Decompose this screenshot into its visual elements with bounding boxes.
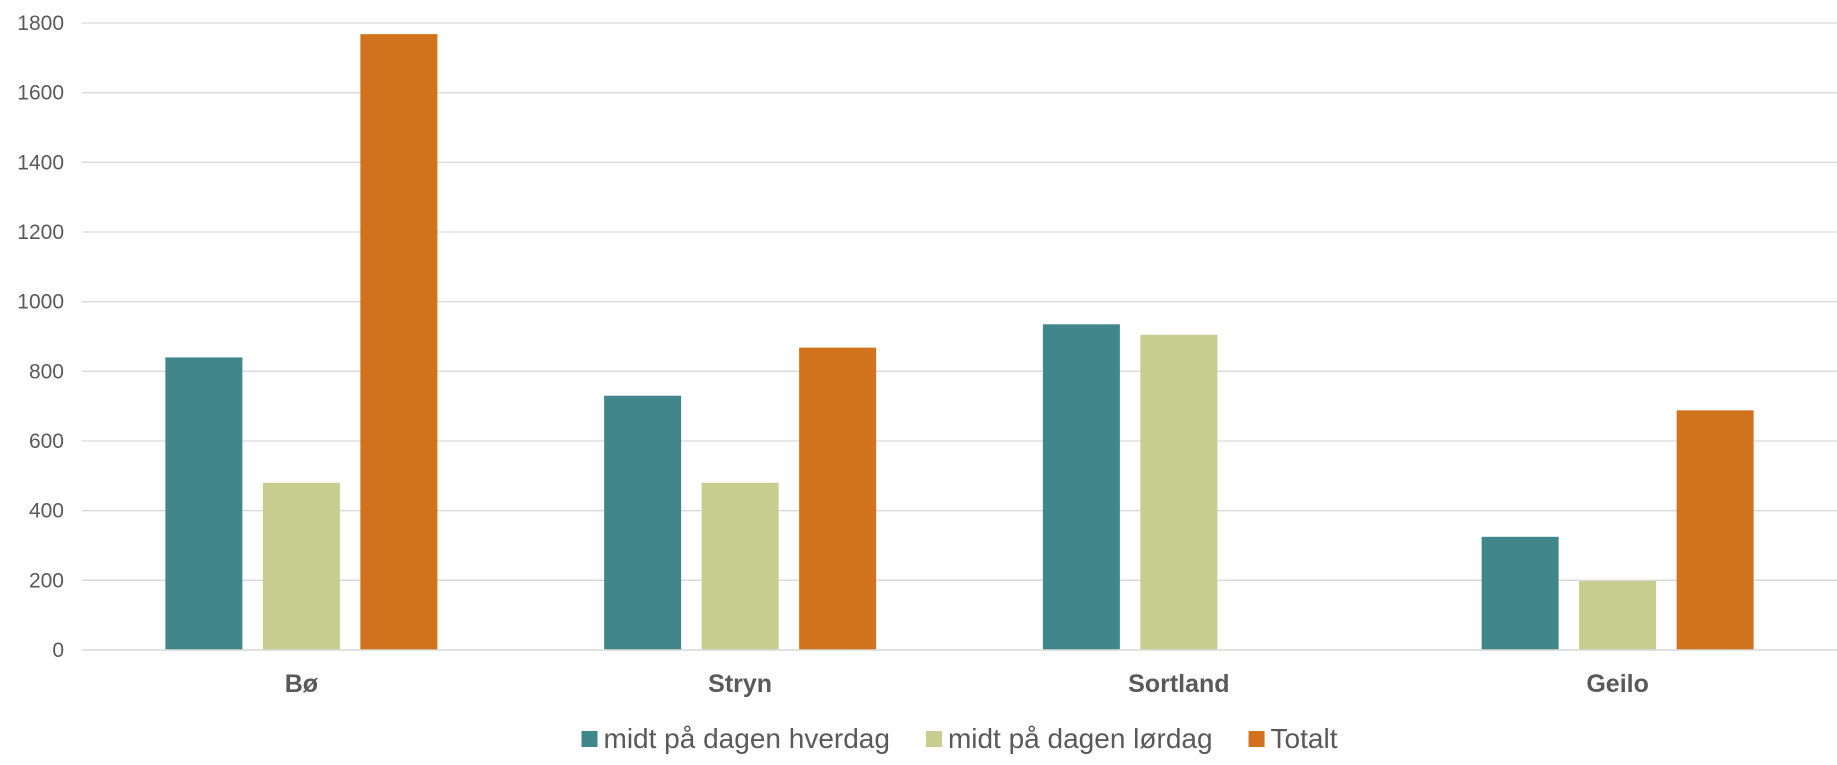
bar (262, 482, 340, 650)
y-tick-label: 800 (29, 360, 64, 383)
bar (1042, 324, 1120, 650)
bar (604, 395, 682, 650)
bar (1140, 334, 1218, 650)
gridlines (82, 22, 1837, 581)
legend-item: midt på dagen hverdag (581, 723, 890, 754)
legend-label: Totalt (1271, 723, 1338, 754)
bar (799, 347, 877, 650)
bar (1676, 410, 1754, 650)
bar (1481, 536, 1559, 650)
legend-label: midt på dagen hverdag (604, 723, 890, 754)
y-tick-label: 1200 (17, 221, 64, 244)
y-tick-label: 0 (52, 639, 64, 662)
y-axis-tick-labels: 0 200 400 600 800 1000 1200 1400 1600 1800 (17, 12, 64, 662)
legend-swatch (925, 731, 942, 747)
y-tick-label: 1600 (17, 82, 64, 105)
y-tick-label: 400 (29, 500, 64, 523)
legend-item: midt på dagen lørdag (925, 723, 1213, 754)
legend-swatch (1248, 731, 1265, 747)
x-category-label: Geilo (1586, 670, 1649, 698)
x-category-label: Sortland (1128, 670, 1229, 698)
bars (165, 34, 1754, 650)
x-category-label: Stryn (708, 670, 772, 698)
legend: midt på dagen hverdag midt på dagen lørda… (581, 723, 1338, 754)
bar (701, 482, 779, 650)
y-tick-label: 1000 (17, 291, 64, 314)
bar (1579, 581, 1657, 650)
y-tick-label: 200 (29, 569, 64, 592)
bar (360, 34, 438, 650)
y-tick-label: 1400 (17, 151, 64, 174)
legend-item: Totalt (1248, 723, 1338, 754)
category-labels: Bø Stryn Sortland Geilo (285, 670, 1649, 698)
y-tick-label: 1800 (17, 12, 64, 35)
x-category-label: Bø (285, 670, 319, 698)
legend-swatch (581, 731, 598, 747)
legend-label: midt på dagen lørdag (948, 723, 1213, 754)
y-tick-label: 600 (29, 430, 64, 453)
bar (165, 357, 243, 650)
